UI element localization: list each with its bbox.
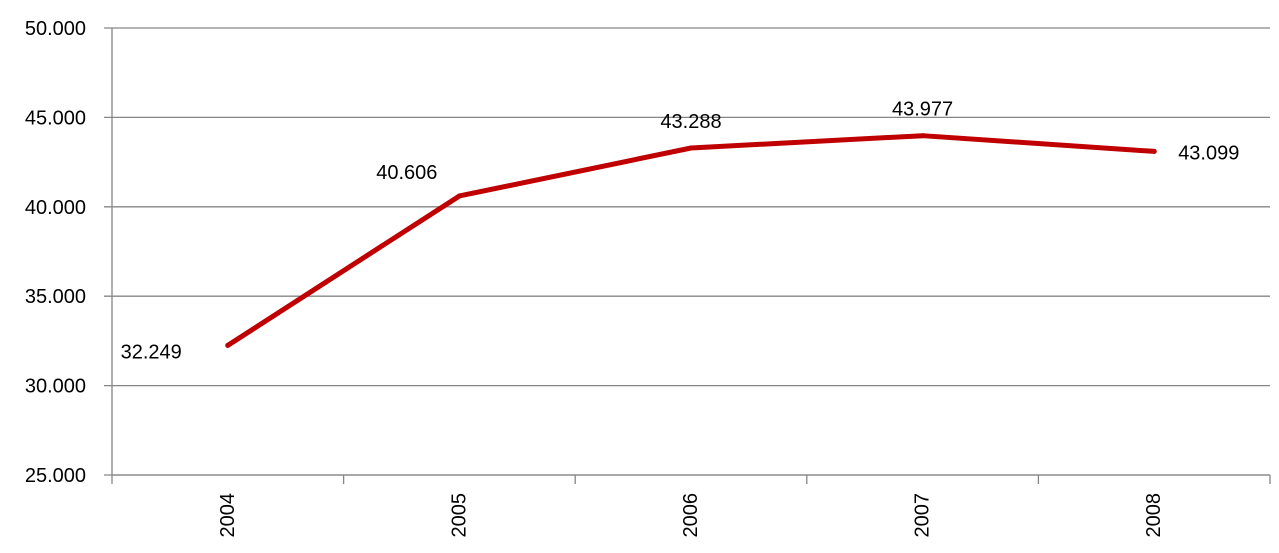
gridlines xyxy=(104,27,1270,476)
data-label: 43.977 xyxy=(892,99,953,121)
x-tick-label: 2006 xyxy=(680,493,702,538)
x-tick-label: 2008 xyxy=(1143,493,1165,538)
y-tick-label: 30.000 xyxy=(25,376,86,398)
data-point xyxy=(920,133,926,139)
x-axis-tick-labels: 2004 2005 2006 2007 2008 xyxy=(217,493,1165,538)
data-label: 43.288 xyxy=(660,111,721,133)
data-point xyxy=(456,193,462,199)
data-point xyxy=(225,342,231,348)
y-tick-label: 25.000 xyxy=(25,465,86,487)
y-tick-label: 40.000 xyxy=(25,197,86,219)
data-label: 43.099 xyxy=(1178,142,1239,164)
data-point xyxy=(688,145,694,151)
data-label: 40.606 xyxy=(376,162,437,184)
x-tick-label: 2007 xyxy=(912,493,934,538)
series-line xyxy=(225,133,1157,348)
data-label: 32.249 xyxy=(121,341,182,363)
y-tick-label: 45.000 xyxy=(25,107,86,129)
data-point xyxy=(1151,148,1157,154)
series-lines xyxy=(225,133,1157,348)
axes xyxy=(111,28,1271,484)
y-tick-label: 35.000 xyxy=(25,286,86,308)
y-axis-tick-labels: 25.000 30.000 35.000 40.000 45.000 50.000 xyxy=(25,18,86,487)
y-tick-label: 50.000 xyxy=(25,18,86,40)
x-tick-label: 2004 xyxy=(217,493,239,538)
x-tick-label: 2005 xyxy=(448,493,470,538)
data-labels: 32.249 40.606 43.288 43.977 43.099 xyxy=(121,99,1240,364)
